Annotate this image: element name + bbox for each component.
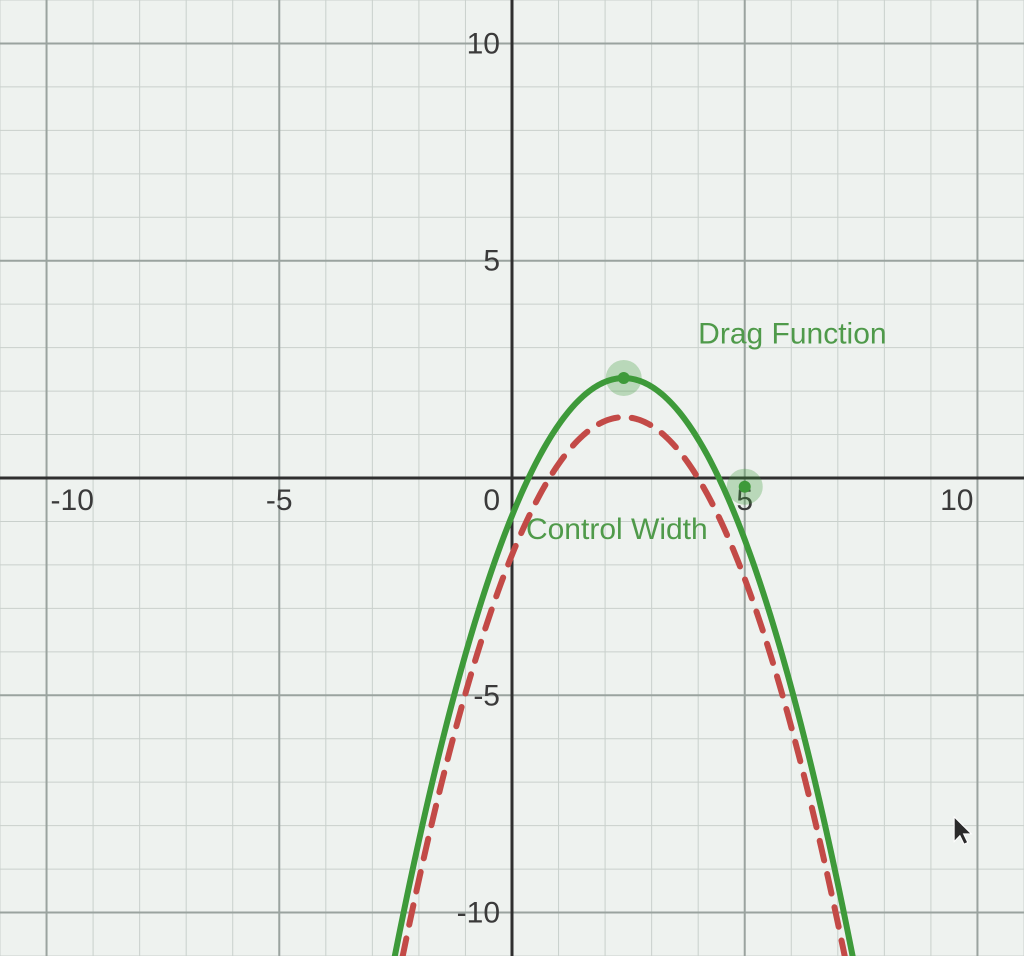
y-tick-label: 5	[483, 245, 500, 278]
x-tick-label: 0	[483, 484, 500, 517]
drag-handle[interactable]	[727, 469, 763, 505]
x-tick-label: -5	[266, 484, 293, 517]
control-width-label[interactable]: Control Width	[526, 513, 708, 546]
y-tick-label: -10	[457, 897, 500, 930]
drag-handle[interactable]	[606, 360, 642, 396]
x-tick-label: -10	[51, 484, 94, 517]
y-tick-label: 10	[467, 27, 500, 60]
drag-function-label[interactable]: Drag Function	[698, 317, 886, 350]
x-tick-label: 10	[940, 484, 973, 517]
y-tick-label: -5	[473, 679, 500, 712]
function-plot[interactable]: -10-50510105-5-10Drag FunctionControl Wi…	[0, 0, 1024, 956]
